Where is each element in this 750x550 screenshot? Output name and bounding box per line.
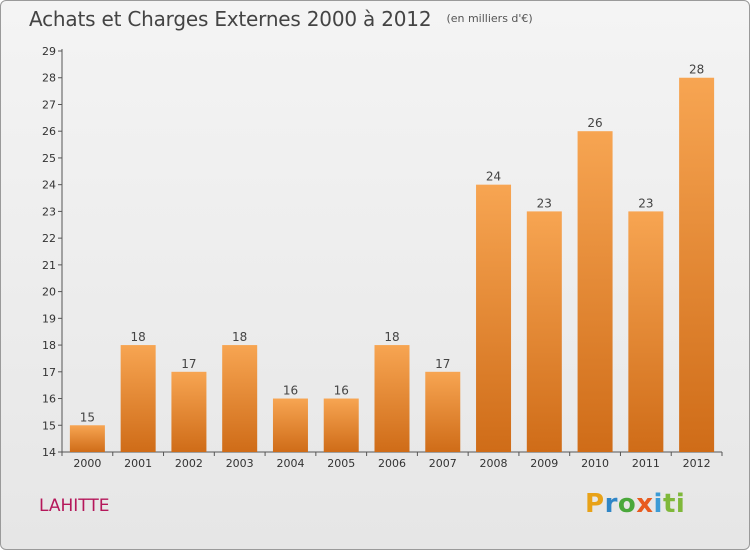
bar-value-label: 18 (232, 330, 247, 344)
bar-value-label: 23 (537, 196, 552, 210)
bar (526, 211, 562, 452)
y-tick-label: 21 (42, 259, 56, 272)
bar-value-label: 17 (435, 357, 450, 371)
unit-note: (en milliers d'€) (446, 12, 533, 25)
bar (577, 131, 613, 452)
y-tick-label: 17 (42, 366, 56, 379)
y-tick-label: 15 (42, 419, 56, 432)
y-tick-label: 26 (42, 125, 56, 138)
logo-letter: x (636, 489, 654, 519)
y-tick-label: 22 (42, 232, 56, 245)
logo-letter: ti (662, 489, 686, 519)
bar (272, 398, 308, 452)
bar (120, 345, 156, 452)
bar-value-label: 16 (334, 384, 349, 398)
bar-value-label: 16 (283, 384, 298, 398)
x-tick-label: 2003 (226, 457, 254, 470)
bar (425, 371, 461, 452)
y-tick-label: 28 (42, 72, 56, 85)
y-tick-label: 23 (42, 205, 56, 218)
bar-value-label: 28 (689, 63, 704, 77)
logo-letter: o (617, 489, 637, 519)
logo-letter: i (653, 489, 663, 519)
bar (222, 345, 258, 452)
x-tick-label: 2008 (480, 457, 508, 470)
y-tick-label: 27 (42, 98, 56, 111)
bar-value-label: 15 (80, 410, 95, 424)
y-tick-label: 14 (42, 446, 56, 459)
proxiti-logo: Proxiti (585, 489, 685, 519)
y-tick-label: 25 (42, 152, 56, 165)
title-row: Achats et Charges Externes 2000 à 2012 (… (29, 7, 533, 31)
x-tick-label: 2005 (327, 457, 355, 470)
x-tick-label: 2011 (632, 457, 660, 470)
bar-value-label: 26 (587, 116, 602, 130)
bar (323, 398, 359, 452)
x-tick-label: 2010 (581, 457, 609, 470)
bar (374, 345, 410, 452)
bar (628, 211, 664, 452)
x-tick-label: 2007 (429, 457, 457, 470)
y-tick-label: 16 (42, 393, 56, 406)
logo-letter: P (585, 489, 605, 519)
logo-letter: r (604, 489, 618, 519)
bar-value-label: 23 (638, 196, 653, 210)
y-tick-label: 19 (42, 312, 56, 325)
y-tick-label: 29 (42, 45, 56, 58)
bar (171, 371, 207, 452)
bar-value-label: 18 (131, 330, 146, 344)
x-tick-label: 2002 (175, 457, 203, 470)
x-tick-label: 2006 (378, 457, 406, 470)
x-tick-label: 2001 (124, 457, 152, 470)
y-tick-label: 20 (42, 286, 56, 299)
y-tick-label: 24 (42, 179, 56, 192)
chart-title: Achats et Charges Externes 2000 à 2012 (29, 7, 432, 31)
bar-value-label: 18 (384, 330, 399, 344)
bar-value-label: 24 (486, 170, 501, 184)
bar (69, 425, 105, 452)
x-tick-label: 2000 (73, 457, 101, 470)
bar (679, 77, 715, 452)
x-tick-label: 2004 (276, 457, 304, 470)
x-tick-label: 2009 (530, 457, 558, 470)
y-tick-label: 18 (42, 339, 56, 352)
bar-value-label: 17 (181, 357, 196, 371)
bar (476, 184, 512, 452)
x-tick-label: 2012 (683, 457, 711, 470)
commune-name: LAHITTE (39, 496, 110, 516)
